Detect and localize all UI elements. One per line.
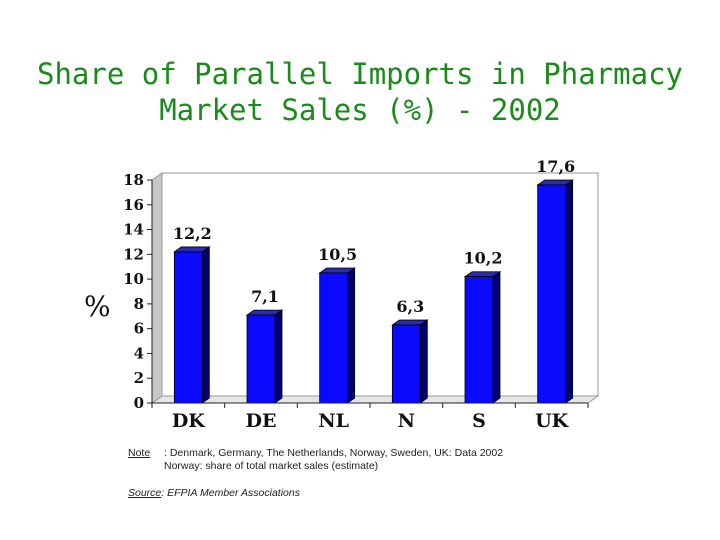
note-label: Note — [128, 447, 151, 459]
bar-side — [565, 179, 574, 404]
bar-front — [464, 276, 494, 404]
x-tick-label: DK — [172, 410, 206, 432]
bars — [173, 179, 574, 404]
data-label: 10,5 — [318, 245, 357, 264]
y-axis: 0 2 4 6 8 10 12 14 16 18 — [123, 171, 153, 412]
bar-DK — [173, 246, 211, 404]
data-label: 17,6 — [536, 157, 575, 176]
y-tick-label: 4 — [134, 344, 144, 362]
bar-side — [201, 246, 210, 404]
bar-side — [419, 319, 428, 404]
bar-side — [347, 267, 356, 404]
bar-NL — [318, 267, 356, 404]
bar-DE — [245, 309, 284, 404]
chart-frame — [150, 172, 600, 404]
y-tick-label: 16 — [123, 196, 144, 214]
title-line-2: Market Sales (%) - 2002 — [159, 93, 561, 127]
bar-UK — [536, 179, 574, 404]
note-line-2: Norway: share of total market sales (est… — [128, 460, 688, 473]
y-axis-label: % — [84, 290, 111, 323]
x-axis: DK DE NL N S UK — [151, 402, 589, 432]
bar-S — [463, 270, 502, 404]
y-tick-label: 10 — [123, 270, 144, 288]
x-tick-label: S — [472, 410, 486, 432]
title-line-1: Share of Parallel Imports in Pharmacy — [36, 57, 683, 91]
bar-side — [492, 270, 501, 404]
floor — [150, 395, 600, 404]
x-tick-label: NL — [318, 410, 349, 432]
x-tick-label: DE — [246, 410, 277, 432]
y-tick-label: 6 — [134, 320, 144, 338]
source-label: Source — [128, 487, 162, 499]
y-tick-label: 0 — [134, 394, 144, 412]
source-line: Source: EFPIA Member Associations — [128, 487, 688, 500]
bar-side — [274, 309, 283, 404]
y-tick-label: 12 — [123, 245, 144, 263]
bar-front — [391, 324, 421, 404]
note-line-1: Note : Denmark, Germany, The Netherlands… — [128, 447, 688, 460]
y-tick-label: 2 — [134, 369, 144, 387]
y-tick-label: 18 — [123, 171, 144, 189]
bar-front — [246, 314, 276, 404]
footnotes: Note : Denmark, Germany, The Netherlands… — [128, 447, 688, 500]
y-tick-label: 8 — [134, 295, 144, 313]
bar-front — [173, 251, 203, 404]
x-tick-label: N — [398, 410, 415, 432]
bar-N — [391, 319, 429, 404]
note-text-2: Norway: share of total market sales (est… — [164, 460, 379, 472]
side-wall — [151, 172, 163, 404]
bar-front — [537, 184, 567, 404]
source-text: : EFPIA Member Associations — [161, 487, 300, 499]
data-label: 6,3 — [396, 297, 424, 316]
data-label: 12,2 — [173, 224, 212, 243]
data-label: 7,1 — [251, 287, 279, 306]
data-labels: 12,2 7,1 10,5 6,3 10,2 17,6 — [173, 157, 575, 316]
data-label: 10,2 — [464, 249, 503, 268]
bar-front — [319, 272, 349, 404]
y-tick-label: 14 — [123, 221, 144, 239]
x-tick-label: UK — [535, 410, 570, 432]
chart-title: Share of Parallel Imports in Pharmacy Ma… — [0, 56, 720, 128]
note-text-1: : Denmark, Germany, The Netherlands, Nor… — [164, 447, 504, 459]
back-wall — [161, 172, 599, 397]
